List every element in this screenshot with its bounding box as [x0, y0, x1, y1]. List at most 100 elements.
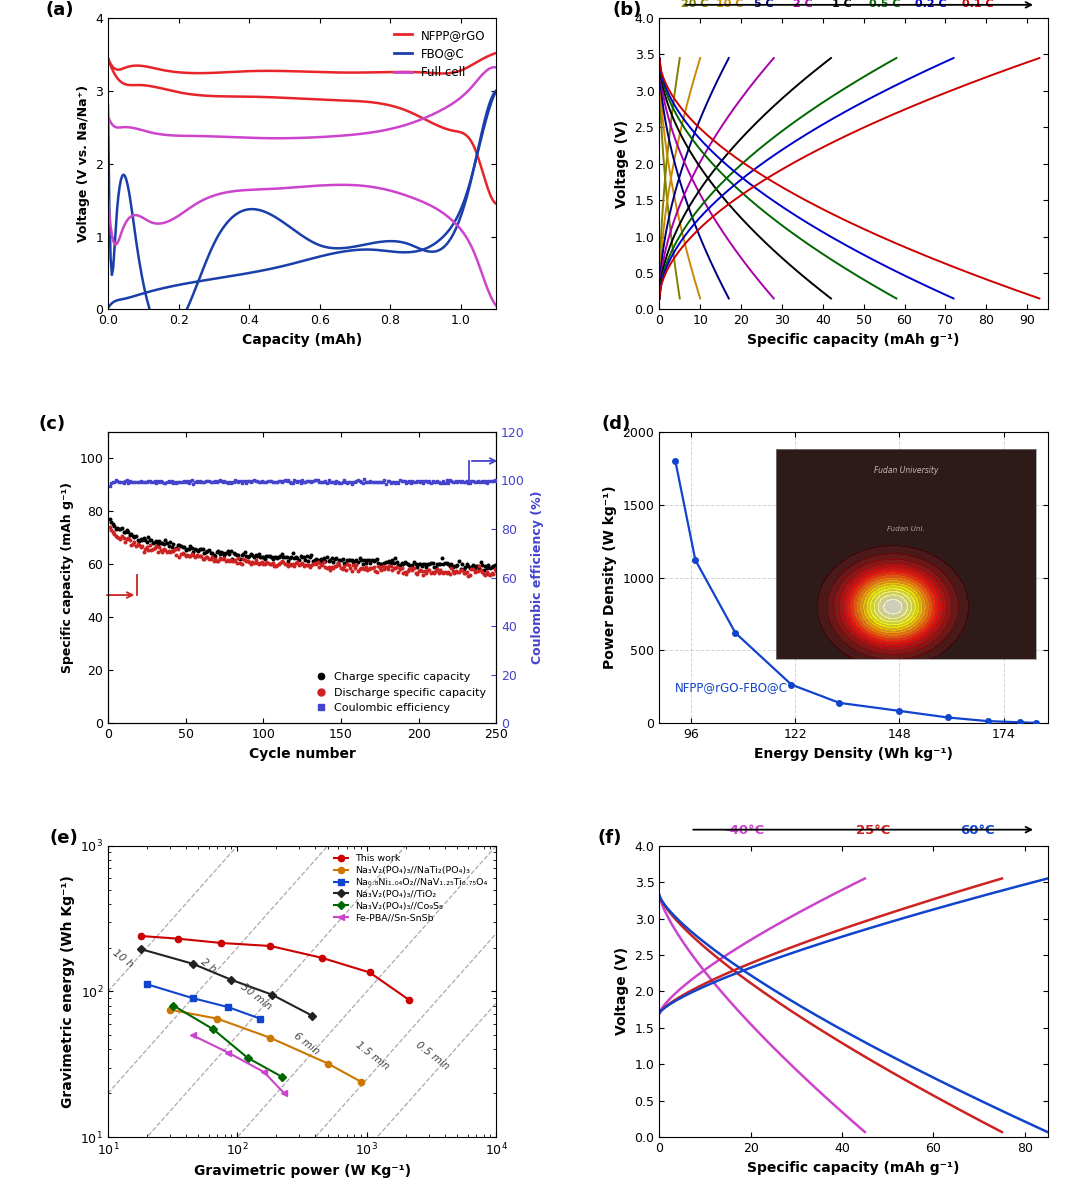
Point	[380, 555, 397, 575]
Point	[437, 554, 455, 573]
Point	[338, 549, 355, 569]
Point	[338, 473, 355, 492]
Point	[455, 563, 472, 582]
Point	[383, 551, 401, 570]
Point	[135, 528, 152, 547]
Point	[203, 547, 220, 566]
Point	[156, 540, 173, 559]
Point	[225, 543, 242, 563]
Point	[311, 558, 328, 577]
Point	[100, 517, 118, 536]
Point	[449, 472, 467, 491]
Point	[468, 472, 485, 491]
Point	[118, 470, 135, 490]
Point	[131, 531, 148, 551]
Point	[148, 474, 165, 493]
Point	[104, 522, 121, 541]
Point	[107, 470, 124, 490]
Point	[143, 530, 160, 549]
Point	[443, 558, 460, 577]
Point	[272, 553, 289, 572]
Point	[266, 557, 283, 576]
Point	[267, 557, 284, 576]
Point	[461, 473, 478, 492]
Point	[441, 557, 458, 576]
This work	[135, 929, 148, 943]
Point	[237, 542, 254, 561]
Point	[446, 564, 463, 583]
Point	[208, 551, 226, 570]
Point	[357, 554, 375, 573]
Point	[123, 524, 140, 543]
Point	[411, 554, 429, 573]
Point	[460, 566, 477, 585]
Text: 0.5 C: 0.5 C	[868, 0, 901, 10]
Point	[311, 473, 328, 492]
Point	[298, 472, 315, 491]
Point	[458, 563, 475, 582]
Point	[148, 531, 165, 551]
Point	[410, 472, 428, 491]
Point	[394, 554, 411, 573]
Text: 0.2 C: 0.2 C	[916, 0, 947, 10]
Point	[413, 561, 430, 581]
Point	[103, 474, 120, 493]
Point	[419, 473, 436, 492]
Point	[472, 560, 489, 579]
Point	[476, 565, 494, 584]
Point	[219, 542, 237, 561]
Point	[391, 470, 408, 490]
Point	[210, 472, 227, 491]
Point	[206, 549, 224, 569]
Point	[382, 474, 400, 493]
Point	[220, 545, 238, 564]
Na₀.₈Ni₁.₀₄O₂//NaV₁.₂₅Ti₀.₇₅O₄	[221, 999, 234, 1014]
Point	[354, 558, 372, 577]
Line: Na₀.₈Ni₁.₀₄O₂//NaV₁.₂₅Ti₀.₇₅O₄: Na₀.₈Ni₁.₀₄O₂//NaV₁.₂₅Ti₀.₇₅O₄	[144, 982, 264, 1022]
Point	[121, 530, 138, 549]
Point	[213, 542, 230, 561]
Na₃V₂(PO₄)₃//Co₉S₈	[275, 1069, 288, 1083]
Point	[153, 473, 171, 492]
Point	[167, 539, 185, 558]
Point	[435, 564, 453, 583]
Point	[163, 542, 180, 561]
Point	[475, 564, 492, 583]
Point	[410, 554, 428, 573]
Point	[123, 473, 140, 492]
Point	[117, 523, 134, 542]
Point	[269, 555, 286, 575]
Point	[407, 554, 424, 573]
Point	[421, 472, 438, 491]
Point	[386, 554, 403, 573]
Point	[404, 472, 421, 491]
Point	[205, 473, 222, 492]
Point	[444, 558, 461, 577]
Point	[426, 564, 443, 583]
Point	[336, 557, 353, 576]
Point	[427, 561, 444, 581]
Point	[150, 537, 167, 557]
Text: 10 C: 10 C	[716, 0, 743, 10]
Point	[210, 541, 227, 560]
Point	[480, 555, 497, 575]
Point	[369, 557, 387, 576]
Point	[269, 473, 286, 492]
Point	[249, 545, 267, 564]
Point	[145, 472, 162, 491]
Point	[230, 473, 247, 492]
Point	[273, 543, 291, 563]
Point	[485, 557, 502, 576]
Point	[162, 473, 179, 492]
Point	[177, 546, 194, 565]
Point	[234, 545, 252, 564]
Point	[348, 555, 365, 575]
Point	[245, 547, 262, 566]
Point	[355, 559, 373, 578]
Point	[415, 565, 432, 584]
Point	[330, 473, 348, 492]
This work	[215, 936, 228, 950]
Point	[383, 560, 401, 579]
Text: 25°C: 25°C	[855, 824, 890, 837]
Na₀.₈Ni₁.₀₄O₂//NaV₁.₂₅Ti₀.₇₅O₄	[140, 977, 153, 991]
